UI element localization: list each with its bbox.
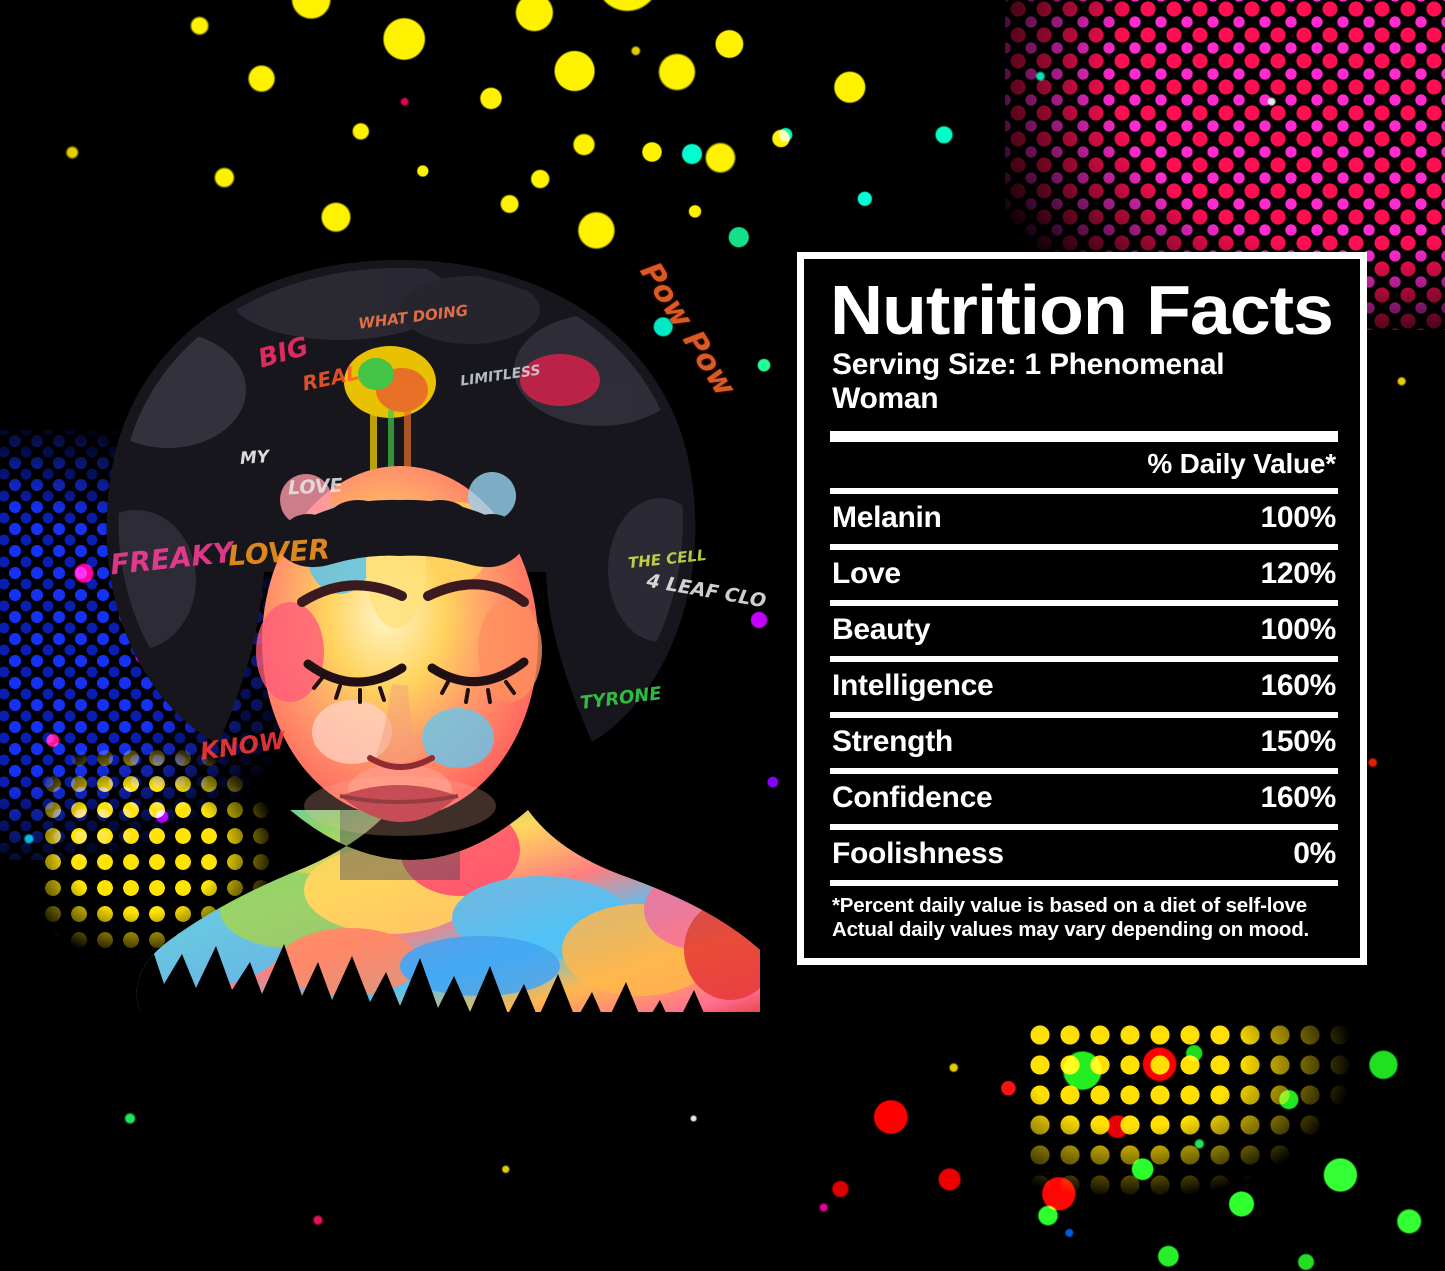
divider-thick bbox=[830, 430, 1338, 442]
nutrient-row: Beauty 100% bbox=[830, 606, 1338, 656]
nutrient-row: Strength 150% bbox=[830, 718, 1338, 768]
divider-thin bbox=[830, 767, 1338, 774]
label-title: Nutrition Facts bbox=[830, 271, 1334, 349]
nutrient-value: 150% bbox=[1260, 724, 1336, 758]
divider-thin bbox=[830, 543, 1338, 550]
nutrient-name: Beauty bbox=[832, 612, 931, 646]
nutrient-row: Foolishness 0% bbox=[830, 830, 1338, 880]
divider-thin bbox=[830, 599, 1338, 606]
footnote-line-1: *Percent daily value is based on a diet … bbox=[832, 893, 1307, 917]
nutrient-value: 100% bbox=[1260, 500, 1336, 534]
nutrition-facts-label: Nutrition Facts Serving Size: 1 Phenomen… bbox=[797, 252, 1367, 965]
footnote: *Percent daily value is based on a diet … bbox=[830, 886, 1338, 942]
divider-thin-top bbox=[830, 487, 1338, 494]
nutrient-value: 120% bbox=[1260, 556, 1336, 590]
nutrient-value: 100% bbox=[1260, 612, 1336, 646]
face bbox=[256, 466, 542, 836]
nutrient-row: Intelligence 160% bbox=[830, 662, 1338, 712]
divider-thin bbox=[830, 823, 1338, 830]
divider-thin-footnote bbox=[830, 879, 1338, 886]
nutrient-value: 160% bbox=[1260, 668, 1336, 702]
nutrient-row: Confidence 160% bbox=[830, 774, 1338, 824]
neck-and-shoulders bbox=[136, 810, 760, 1012]
nutrient-row: Love 120% bbox=[830, 550, 1338, 600]
nutrient-name: Intelligence bbox=[832, 668, 994, 702]
nutrient-name: Foolishness bbox=[832, 836, 1004, 870]
footnote-line-2: Actual daily values may vary depending o… bbox=[832, 917, 1310, 941]
divider-thin bbox=[830, 711, 1338, 718]
nutrient-rows: Melanin 100% Love 120% Beauty 100% Intelligenc… bbox=[830, 494, 1338, 880]
nutrient-name: Confidence bbox=[832, 780, 993, 814]
nutrient-name: Love bbox=[832, 556, 901, 590]
nutrient-name: Strength bbox=[832, 724, 953, 758]
nutrient-name: Melanin bbox=[832, 500, 942, 534]
divider-thin bbox=[830, 655, 1338, 662]
nutrient-row: Melanin 100% bbox=[830, 494, 1338, 544]
nutrient-value: 160% bbox=[1260, 780, 1336, 814]
serving-size-text: Serving Size: 1 Phenomenal Woman bbox=[832, 347, 1225, 416]
daily-value-header: % Daily Value* bbox=[1147, 447, 1336, 479]
nutrient-value: 0% bbox=[1293, 836, 1336, 870]
woman-portrait-illustration: Pow Pow FREAKY LOVER KNOW 4 LEAF CLO THE… bbox=[40, 250, 768, 1040]
